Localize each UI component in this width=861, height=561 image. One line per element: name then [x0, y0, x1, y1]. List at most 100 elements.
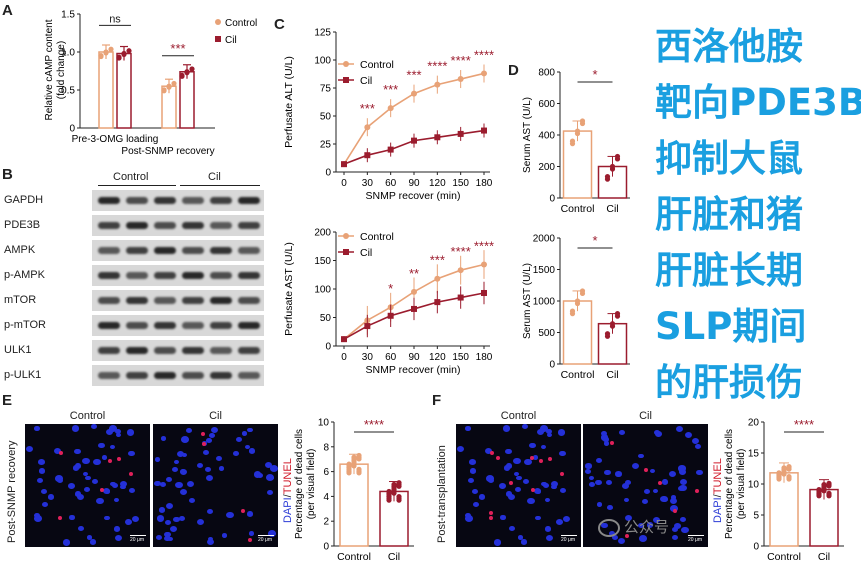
nucleus [624, 479, 631, 485]
blot-band [210, 247, 232, 254]
d2-sig-label: * [592, 233, 597, 248]
blot-band [210, 322, 232, 329]
nucleus [86, 535, 93, 540]
c1-ytick-label: 0 [325, 168, 331, 179]
blot-band [98, 272, 120, 279]
c1-point [457, 130, 464, 137]
nucleus [670, 505, 679, 512]
blot-band [98, 297, 120, 304]
blot-row: p-mTOR [0, 315, 270, 337]
nucleus [206, 538, 215, 546]
nucleus [622, 482, 630, 489]
a-ytick-label: 1.5 [61, 10, 75, 21]
panel-d-top-chart: 0 200 400 600 800 Serum AST (U/L) Control Cil * [522, 67, 630, 215]
scale-bar: 20 μm [688, 535, 704, 543]
d2-ytick-label: 0 [549, 360, 555, 371]
blot-band [154, 247, 176, 254]
blot-band [210, 297, 232, 304]
nucleus [267, 529, 276, 537]
f-ytick-label: 5 [753, 511, 759, 522]
nucleus [595, 479, 602, 486]
d1-dot [579, 118, 586, 124]
nucleus [545, 535, 553, 542]
e-ytick-label: 10 [318, 418, 330, 429]
panel-label-c: C [274, 16, 285, 33]
d2-dot [604, 331, 611, 337]
nucleus [652, 517, 660, 524]
scale-bar-label: 20 μm [258, 537, 272, 543]
nucleus [585, 463, 592, 469]
c1-ytick-label: 75 [320, 84, 332, 95]
a-dot [166, 83, 172, 89]
blot-protein-label: p-mTOR [4, 319, 46, 331]
e-image-label-control: Control [69, 410, 106, 422]
panel-d-bottom-chart: 0 500 1000 1500 2000 Serum AST (U/L) Control Ci… [522, 233, 630, 381]
a-dot [126, 48, 132, 54]
cn-line-6: SLP期间 [655, 305, 807, 348]
nucleus [607, 504, 613, 510]
nucleus [623, 497, 629, 503]
blot-band [154, 297, 176, 304]
d2-dot [579, 288, 586, 294]
nucleus [643, 488, 650, 495]
c2-xtick-label: 150 [452, 352, 469, 363]
nucleus [204, 466, 211, 472]
c2-point [341, 336, 347, 343]
f-dot [786, 473, 792, 480]
c2-xtick-label: 180 [476, 352, 493, 363]
cn-line-7: 的肝损伤 [655, 361, 803, 404]
c2-ytick-label: 100 [314, 285, 331, 296]
blot-protein-label: AMPK [4, 244, 36, 256]
cn-line-4: 肝脏和猪 [655, 193, 803, 236]
nucleus [646, 522, 653, 528]
nucleus [270, 464, 278, 472]
tunel-positive [200, 432, 205, 437]
d2-xtick-label: Control [561, 369, 595, 381]
tunel-positive [248, 538, 253, 543]
a-dot [103, 49, 109, 55]
blot-band [238, 372, 260, 379]
nucleus [674, 522, 682, 529]
nucleus [98, 442, 105, 449]
blot-band [98, 197, 120, 204]
blot-band [238, 247, 260, 254]
nucleus [179, 488, 188, 495]
c1-xtick-label: 30 [362, 178, 374, 189]
nucleus [516, 476, 522, 481]
nucleus [95, 497, 104, 505]
blot-band [210, 347, 232, 354]
nucleus [508, 494, 516, 501]
a-xtick-label: Pre-3-OMG loading [72, 134, 159, 145]
nucleus [197, 462, 204, 468]
blot-band [126, 372, 148, 379]
nucleus [38, 468, 45, 474]
f-dot [821, 482, 827, 488]
nucleus [68, 482, 75, 489]
blot-protein-label: p-ULK1 [4, 369, 42, 381]
tunel-positive [531, 487, 536, 492]
blot-strip [92, 290, 264, 311]
e-dot [356, 452, 362, 459]
nucleus [559, 450, 566, 457]
blot-band [154, 272, 176, 279]
tunel-positive [58, 516, 63, 521]
c1-xlabel: SNMP recover (min) [366, 190, 461, 202]
c2-point [457, 294, 464, 301]
nucleus [89, 539, 97, 545]
a-dot [121, 50, 127, 57]
nucleus [188, 497, 196, 504]
nucleus [165, 503, 173, 510]
scale-bar: 20 μm [130, 535, 146, 543]
nucleus [158, 507, 166, 513]
nucleus [38, 459, 45, 465]
c2-point [411, 305, 417, 312]
nucleus [526, 497, 535, 505]
nucleus [165, 476, 172, 482]
a-sig-label: *** [170, 41, 185, 56]
blot-strip [92, 315, 264, 336]
f-dot [816, 486, 822, 493]
a-ylabel: Relative cAMP content [44, 19, 55, 120]
nucleus [536, 429, 545, 436]
f-dot [781, 465, 787, 471]
blot-band [182, 247, 204, 254]
